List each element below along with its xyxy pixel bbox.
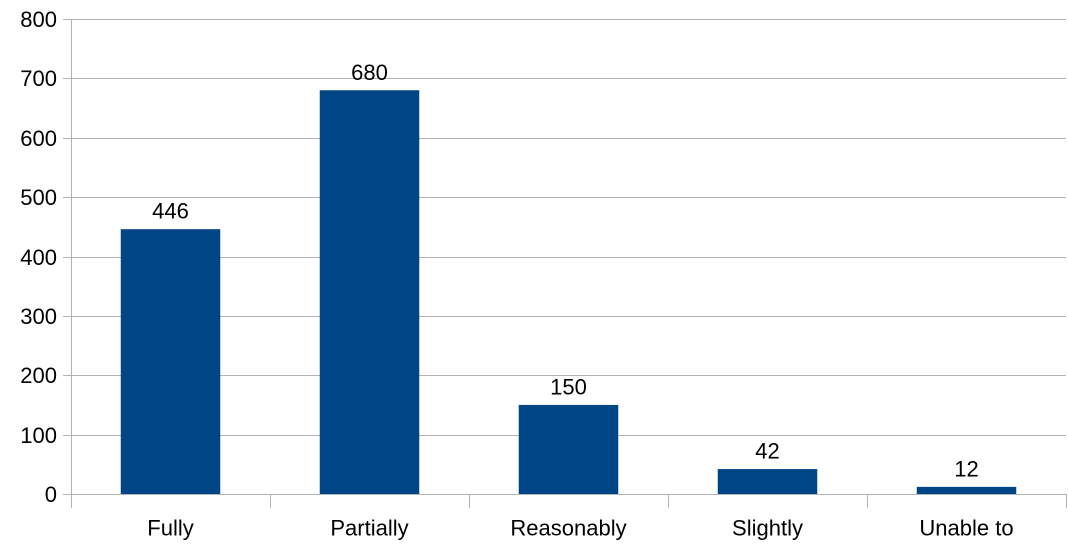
x-axis-ticks: Fully Partially Reasonably Slightly Unable t… xyxy=(147,516,1013,541)
y-tick-label: 100 xyxy=(20,423,57,448)
bar-partially xyxy=(319,90,420,494)
bar-unable-to xyxy=(916,486,1017,494)
x-tick-label: Slightly xyxy=(732,516,803,541)
gridlines xyxy=(71,19,1066,495)
data-labels: 446 680 150 42 12 xyxy=(152,60,979,482)
data-label: 446 xyxy=(152,199,189,224)
y-tick-label: 700 xyxy=(20,66,57,91)
y-tick-label: 300 xyxy=(20,304,57,329)
bar-reasonably xyxy=(518,404,619,494)
x-tick-label: Unable to xyxy=(919,516,1013,541)
data-label: 12 xyxy=(954,456,978,481)
y-tick-label: 400 xyxy=(20,245,57,270)
y-tick-label: 600 xyxy=(20,126,57,151)
data-label: 150 xyxy=(550,374,587,399)
x-tick-label: Partially xyxy=(330,516,408,541)
y-tick-label: 200 xyxy=(20,363,57,388)
x-tick-label: Fully xyxy=(147,516,193,541)
data-label: 680 xyxy=(351,60,388,85)
axes xyxy=(63,19,1067,508)
y-tick-label: 0 xyxy=(45,482,57,507)
y-tick-label: 500 xyxy=(20,185,57,210)
bar-slightly xyxy=(717,469,818,494)
data-label: 42 xyxy=(755,439,779,464)
x-tick-label: Reasonably xyxy=(510,516,626,541)
y-tick-label: 800 xyxy=(20,7,57,32)
bars xyxy=(120,90,1017,494)
bar-fully xyxy=(120,229,221,494)
y-axis-ticks: 0 100 200 300 400 500 600 700 800 xyxy=(20,7,57,507)
